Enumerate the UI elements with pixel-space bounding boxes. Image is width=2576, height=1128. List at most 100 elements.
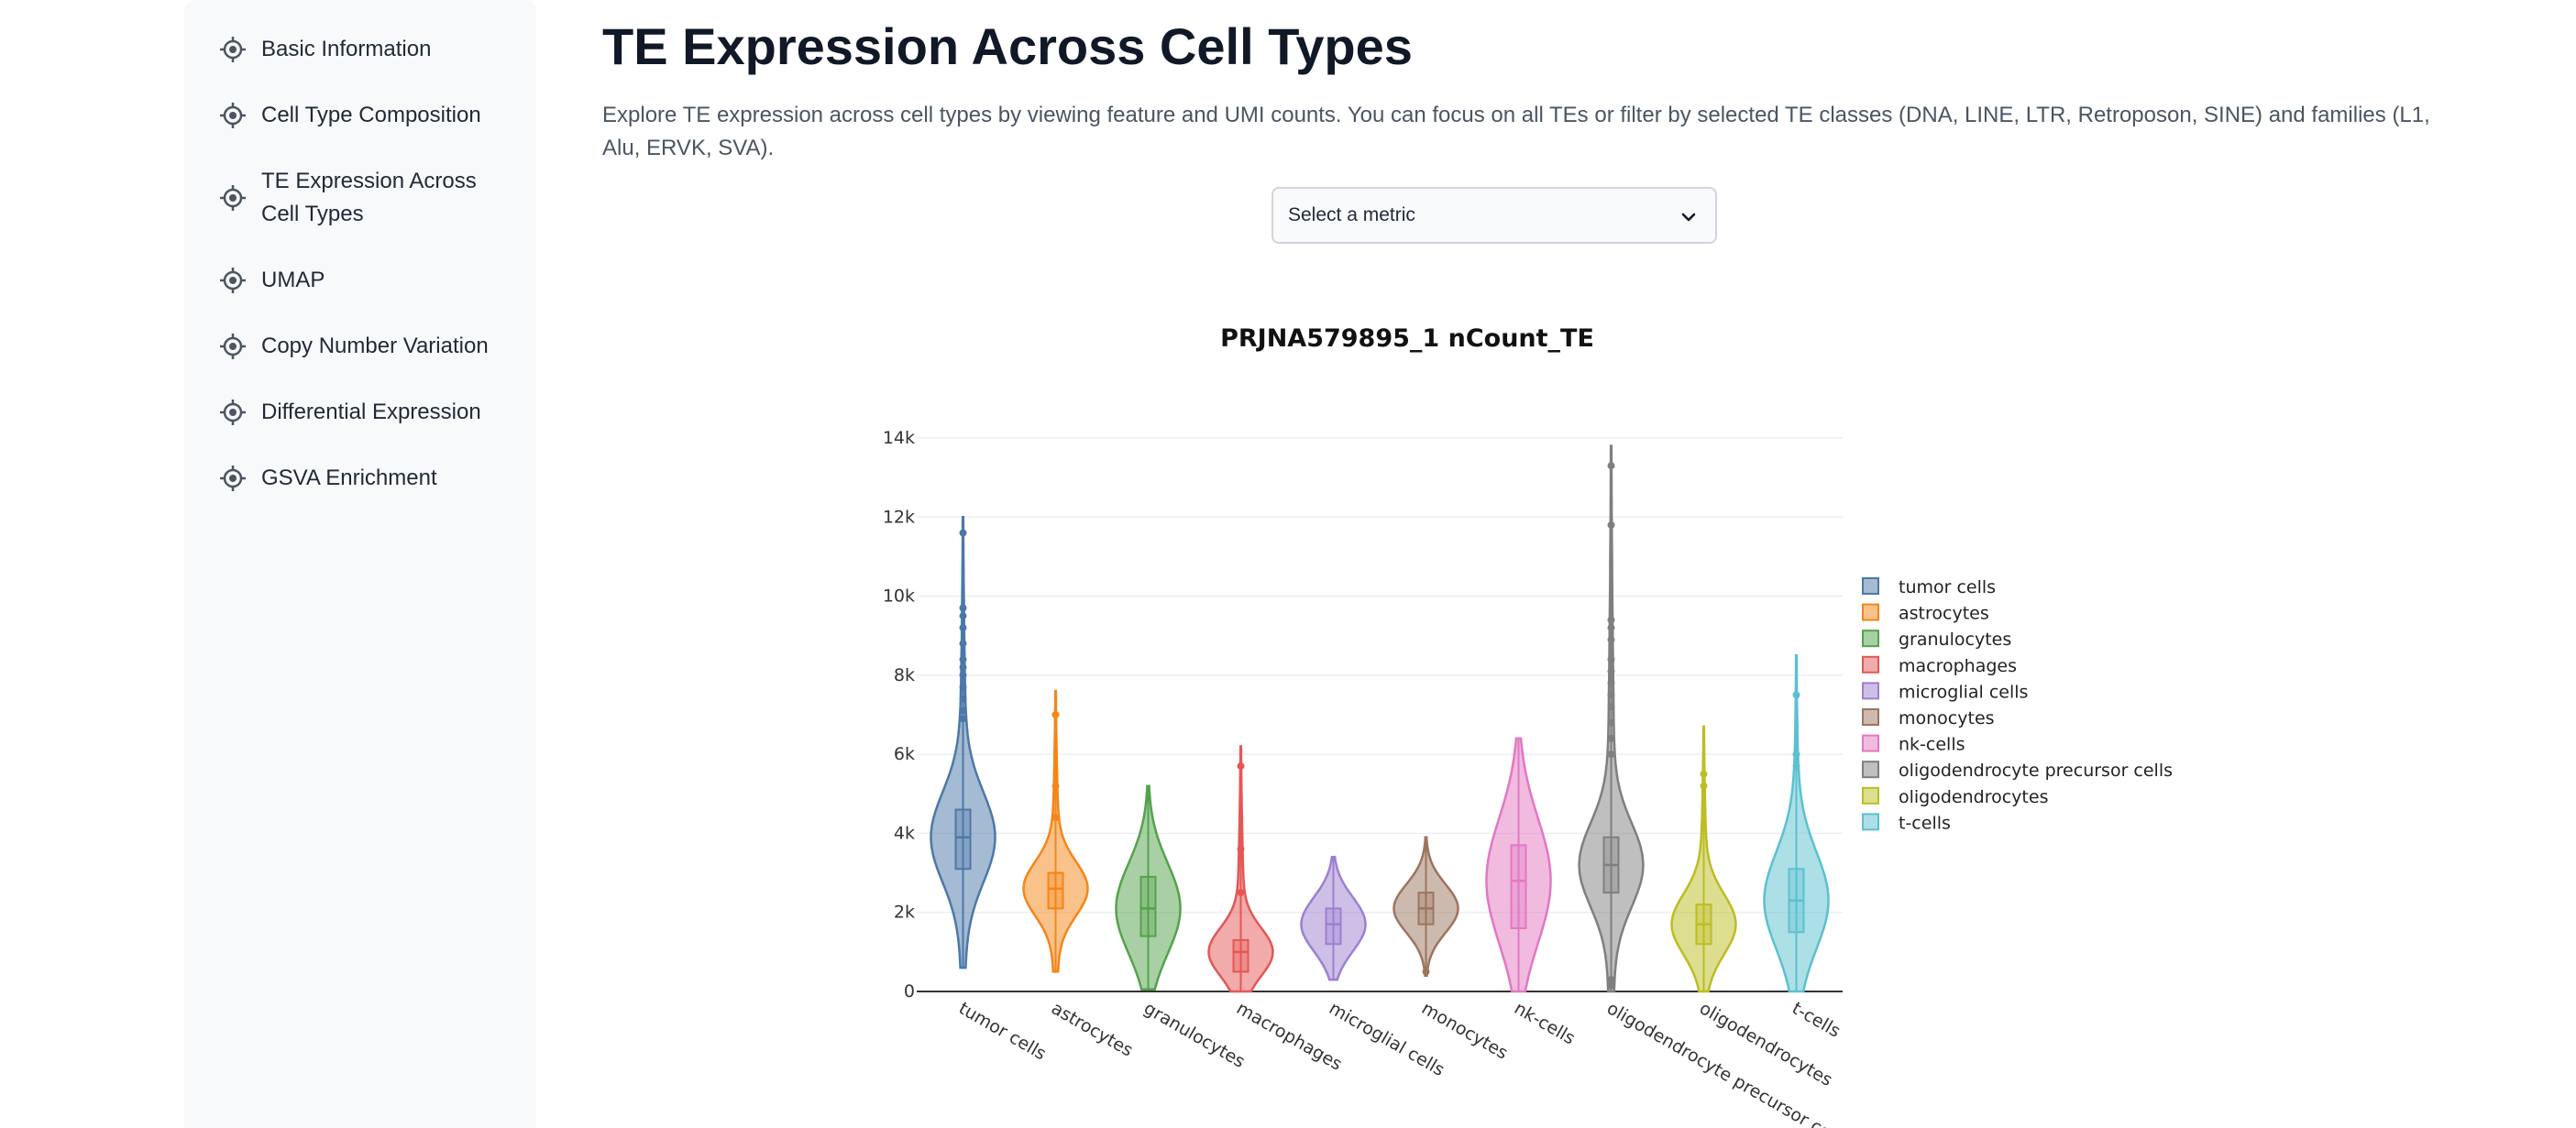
y-tick-label: 0 bbox=[904, 981, 915, 1002]
sidebar-item-cell-type-composition[interactable]: Cell Type Composition bbox=[219, 99, 500, 132]
outlier-0-9 bbox=[959, 695, 967, 703]
y-tick-label: 4k bbox=[894, 823, 915, 843]
outlier-7-14 bbox=[1607, 981, 1615, 990]
outlier-0-11 bbox=[959, 715, 967, 723]
sidebar-item-label: GSVA Enrichment bbox=[261, 465, 437, 490]
legend-swatch-7 bbox=[1862, 761, 1879, 779]
legend-label-6: nk-cells bbox=[1899, 735, 1965, 755]
box-3 bbox=[1232, 938, 1249, 973]
sidebar-item-umap[interactable]: UMAP bbox=[219, 264, 500, 297]
target-icon bbox=[220, 334, 246, 359]
page-title: TE Expression Across Cell Types bbox=[602, 17, 1413, 75]
outlier-0-0 bbox=[959, 529, 967, 537]
outlier-1-1 bbox=[1051, 782, 1060, 790]
legend-label-2: granulocytes bbox=[1899, 630, 2011, 650]
outlier-7-8 bbox=[1607, 691, 1615, 699]
legend-swatch-5 bbox=[1862, 708, 1879, 726]
sidebar-item-label: Differential Expression bbox=[261, 400, 481, 424]
outlier-7-2 bbox=[1607, 616, 1615, 624]
outlier-7-10 bbox=[1607, 718, 1615, 727]
outlier-0-2 bbox=[959, 612, 967, 620]
y-tick-label: 12k bbox=[883, 507, 915, 527]
chevron-down-icon bbox=[1681, 213, 1696, 222]
legend-swatch-9 bbox=[1862, 813, 1879, 831]
legend-swatch-2 bbox=[1862, 630, 1879, 648]
legend-label-9: t-cells bbox=[1899, 813, 1951, 833]
box-1 bbox=[1047, 871, 1064, 910]
box-6 bbox=[1510, 844, 1527, 929]
sidebar-item-label: Basic Information bbox=[261, 37, 432, 61]
target-icon bbox=[220, 185, 246, 211]
outlier-7-3 bbox=[1607, 624, 1615, 632]
outlier-1-2 bbox=[1051, 814, 1060, 822]
legend-label-0: tumor cells bbox=[1899, 577, 1996, 597]
sidebar-item-te-expression[interactable]: TE Expression Across Cell Types bbox=[219, 165, 500, 231]
sidebar-item-label: Copy Number Variation bbox=[261, 334, 489, 358]
outlier-0-1 bbox=[959, 604, 967, 612]
outlier-0-3 bbox=[959, 624, 967, 632]
legend-label-3: macrophages bbox=[1899, 656, 2017, 676]
outlier-9-1 bbox=[1792, 750, 1800, 759]
x-tick-label: nk-cells bbox=[1511, 998, 1579, 1048]
page-description: Explore TE expression across cell types … bbox=[602, 103, 2430, 160]
outlier-7-11 bbox=[1607, 734, 1615, 742]
target-icon bbox=[220, 103, 246, 128]
legend-label-7: oligodendrocyte precursor cells bbox=[1899, 761, 2173, 781]
box-4 bbox=[1325, 907, 1342, 946]
target-icon bbox=[220, 268, 246, 293]
outlier-7-1 bbox=[1607, 520, 1615, 529]
x-tick-label: tumor cells bbox=[955, 998, 1050, 1064]
outlier-7-0 bbox=[1607, 462, 1615, 470]
outlier-3-1 bbox=[1237, 845, 1245, 853]
sidebar-item-label: UMAP bbox=[261, 268, 325, 292]
x-tick-label: t-cells bbox=[1789, 998, 1844, 1042]
sidebar-item-copy-number-variation[interactable]: Copy Number Variation bbox=[219, 330, 500, 363]
legend-swatch-1 bbox=[1862, 603, 1879, 621]
outlier-3-2 bbox=[1237, 889, 1245, 897]
outlier-7-7 bbox=[1607, 679, 1615, 687]
outlier-9-0 bbox=[1792, 691, 1800, 699]
metric-select-placeholder: Select a metric bbox=[1288, 204, 1415, 225]
metric-select[interactable]: Select a metric bbox=[1271, 187, 1717, 244]
x-tick-label: granulocytes bbox=[1140, 998, 1249, 1072]
target-icon bbox=[220, 400, 246, 425]
legend-swatch-8 bbox=[1862, 786, 1879, 805]
outlier-8-1 bbox=[1700, 782, 1708, 790]
legend-swatch-4 bbox=[1862, 682, 1879, 700]
box-2 bbox=[1139, 875, 1157, 937]
outlier-0-4 bbox=[959, 640, 967, 648]
y-tick-label: 10k bbox=[883, 586, 915, 607]
y-tick-label: 2k bbox=[894, 903, 915, 923]
legend-label-4: microglial cells bbox=[1899, 682, 2028, 702]
box-0 bbox=[954, 808, 972, 871]
outlier-0-7 bbox=[959, 671, 967, 679]
sidebar-item-gsva-enrichment[interactable]: GSVA Enrichment bbox=[219, 462, 500, 495]
legend-label-8: oligodendrocytes bbox=[1899, 787, 2048, 807]
target-icon bbox=[220, 465, 246, 491]
y-tick-label: 8k bbox=[894, 665, 915, 685]
outlier-8-0 bbox=[1700, 770, 1708, 778]
sidebar-item-label: Cell Type Composition bbox=[261, 103, 481, 127]
y-tick-label: 6k bbox=[894, 744, 915, 764]
outlier-7-4 bbox=[1607, 636, 1615, 644]
outlier-1-0 bbox=[1051, 711, 1060, 718]
y-tick-label: 14k bbox=[883, 428, 915, 448]
sidebar-item-differential-expression[interactable]: Differential Expression bbox=[219, 396, 500, 429]
target-icon bbox=[220, 37, 246, 62]
outlier-0-5 bbox=[959, 655, 967, 663]
outlier-0-8 bbox=[959, 683, 967, 691]
outlier-5-0 bbox=[1422, 968, 1430, 976]
outlier-7-12 bbox=[1607, 750, 1615, 759]
outlier-0-6 bbox=[959, 663, 967, 672]
legend-swatch-3 bbox=[1862, 655, 1879, 674]
legend-swatch-0 bbox=[1862, 577, 1879, 595]
legend-swatch-6 bbox=[1862, 734, 1879, 752]
outlier-0-10 bbox=[959, 706, 967, 715]
outlier-7-9 bbox=[1607, 703, 1615, 711]
x-tick-label: astrocytes bbox=[1048, 998, 1137, 1060]
sidebar-item-basic-information[interactable]: Basic Information bbox=[219, 33, 500, 66]
outlier-7-5 bbox=[1607, 655, 1615, 663]
outlier-7-6 bbox=[1607, 667, 1615, 675]
sidebar: Basic Information Cell Type Composition … bbox=[184, 0, 536, 1128]
